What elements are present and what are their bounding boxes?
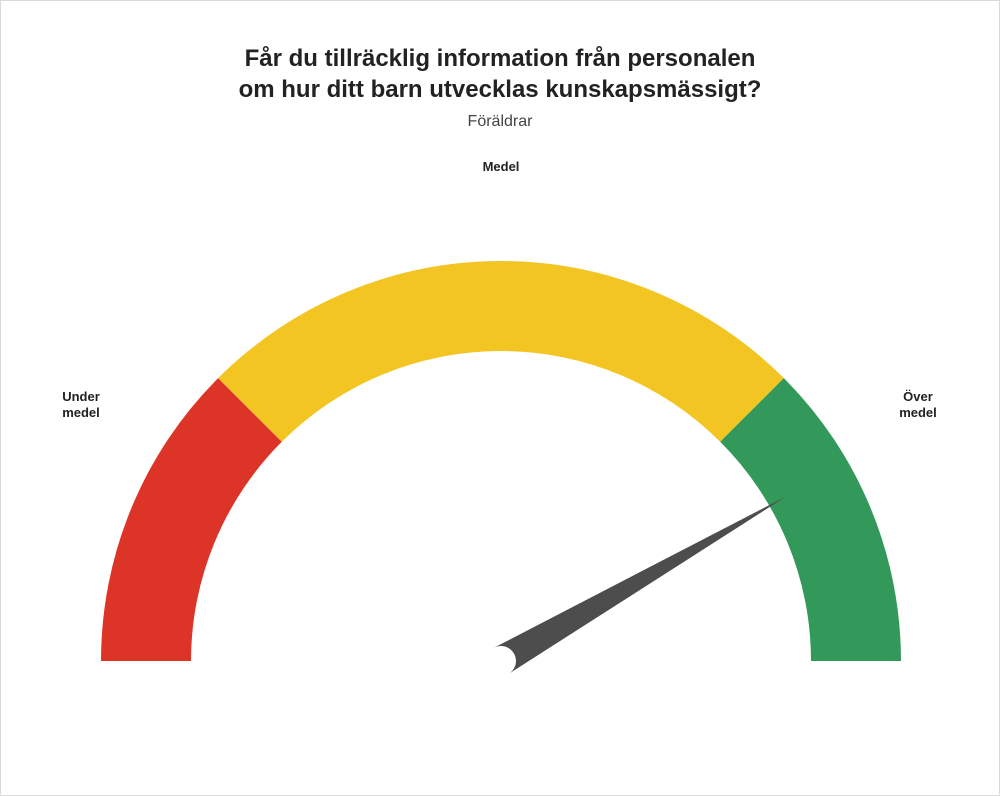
title-line-2: om hur ditt barn utvecklas kunskapsmässi… <box>239 76 762 103</box>
gauge-segment-label-0-line2: medel <box>62 405 100 420</box>
gauge-segment-1 <box>218 261 784 442</box>
gauge-segment-label-1: Medel <box>483 159 520 174</box>
gauge-segment-label-0: Under <box>62 389 100 404</box>
gauge-needle <box>494 496 787 674</box>
chart-card: Får du tillräcklig information från pers… <box>0 0 1000 796</box>
chart-title: Får du tillräcklig information från pers… <box>1 43 999 105</box>
title-line-1: Får du tillräcklig information från pers… <box>245 45 756 72</box>
gauge-segment-label-2: Över <box>903 389 933 404</box>
gauge-chart: UndermedelMedelÖvermedel <box>1 151 999 775</box>
chart-subtitle: Föräldrar <box>1 113 999 131</box>
gauge-segment-label-2-line2: medel <box>899 405 937 420</box>
gauge-segment-0 <box>101 378 282 661</box>
gauge-svg: UndermedelMedelÖvermedel <box>1 151 1000 771</box>
